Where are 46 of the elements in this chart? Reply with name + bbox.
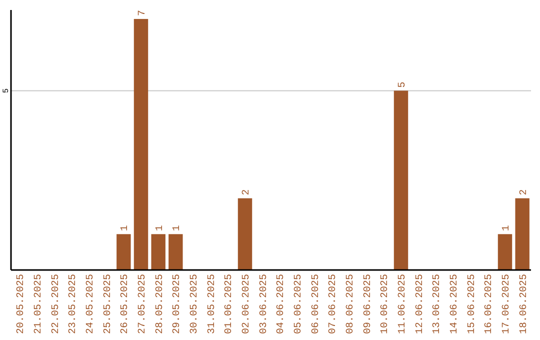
x-tick-label: 30.05.2025 [190, 274, 200, 334]
x-tick-label: 02.06.2025 [242, 274, 252, 334]
bar [498, 234, 512, 270]
data-label: 1 [502, 225, 512, 232]
x-tick-label: 01.06.2025 [224, 274, 236, 334]
data-label: 1 [120, 225, 132, 232]
x-tick-label: 18.06.2025 [518, 274, 530, 334]
data-label: 2 [242, 189, 252, 196]
x-tick-label: 08.06.2025 [346, 274, 356, 334]
x-tick-label: 07.06.2025 [328, 274, 340, 334]
x-tick-label: 26.05.2025 [120, 274, 132, 334]
x-tick-label: 16.06.2025 [484, 274, 496, 334]
x-tick-label: 06.06.2025 [310, 274, 322, 334]
x-tick-label: 27.05.2025 [138, 274, 148, 334]
x-tick-label: 23.05.2025 [68, 274, 80, 334]
x-tick-label: 28.05.2025 [154, 274, 166, 334]
x-tick-label: 11.06.2025 [398, 274, 408, 334]
x-tick-label: 24.05.2025 [86, 274, 96, 334]
bar [116, 234, 131, 270]
x-tick-label: 21.05.2025 [34, 274, 44, 334]
x-tick-label: 14.06.2025 [450, 274, 460, 334]
bar [394, 90, 408, 270]
data-label: 2 [518, 189, 530, 196]
bar [134, 18, 148, 270]
data-label: 1 [154, 225, 166, 232]
x-tick-label: 29.05.2025 [172, 274, 184, 334]
data-label: 1 [172, 225, 184, 232]
x-tick-label: 15.06.2025 [466, 274, 478, 334]
bar [515, 198, 530, 270]
x-tick-label: 13.06.2025 [432, 274, 444, 334]
x-tick-label: 22.05.2025 [50, 274, 62, 334]
x-tick-label: 31.05.2025 [206, 274, 218, 334]
x-tick-label: 09.06.2025 [362, 274, 374, 334]
x-tick-label: 20.05.2025 [16, 274, 28, 334]
x-tick-label: 04.06.2025 [276, 274, 288, 334]
bar [168, 234, 183, 270]
x-tick-label: 10.06.2025 [380, 274, 392, 334]
x-tick-label: 25.05.2025 [102, 274, 114, 334]
bar [238, 198, 252, 270]
x-tick-label: 17.06.2025 [502, 274, 512, 334]
bar [151, 234, 166, 270]
data-label: 5 [398, 82, 408, 88]
data-label: 7 [138, 10, 148, 16]
x-tick-label: 03.06.2025 [258, 274, 270, 334]
x-tick-label: 12.06.2025 [414, 274, 426, 334]
x-tick-label: 05.06.2025 [294, 274, 304, 334]
